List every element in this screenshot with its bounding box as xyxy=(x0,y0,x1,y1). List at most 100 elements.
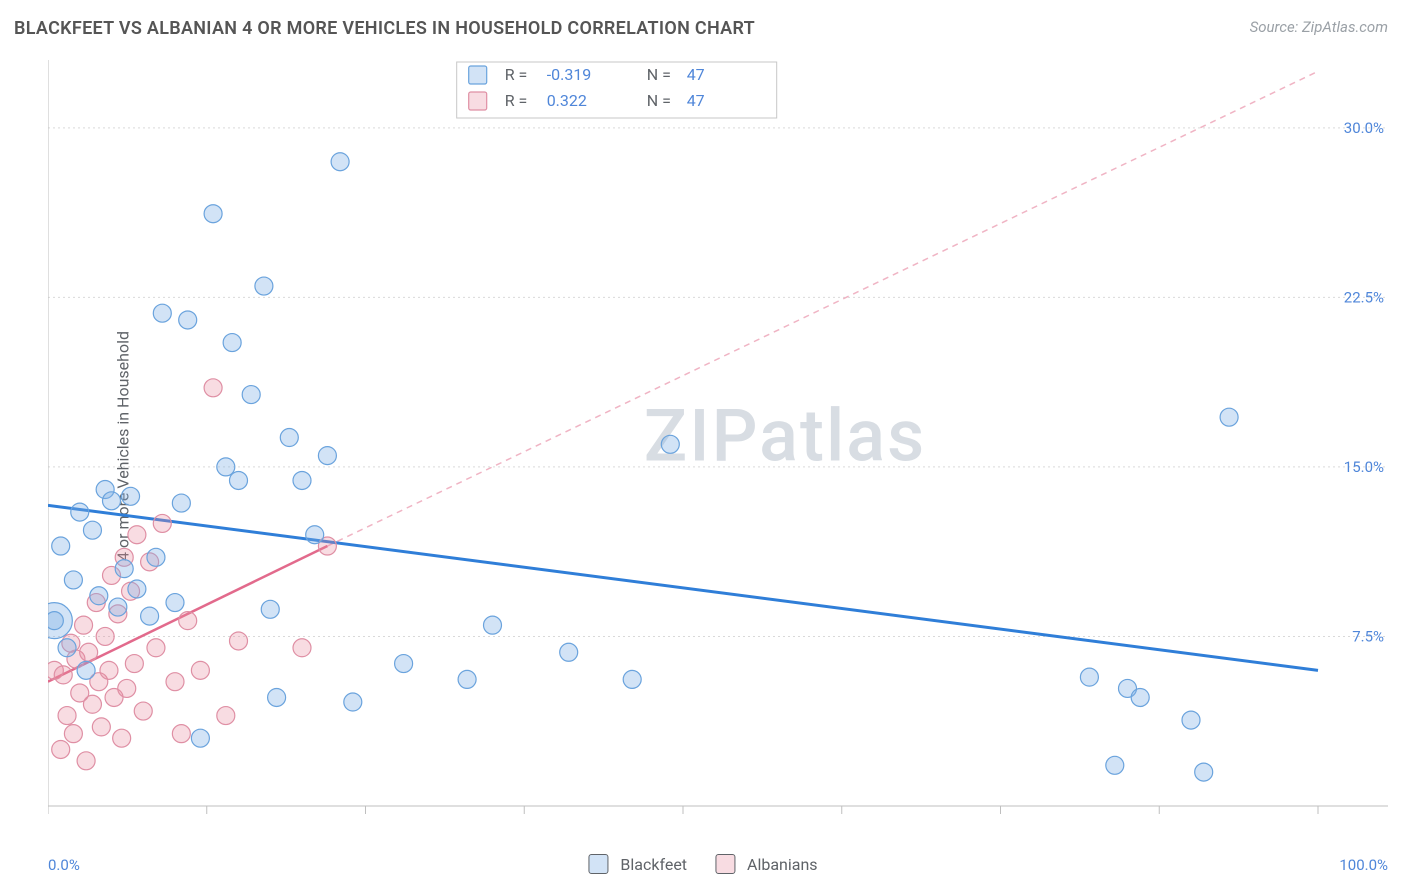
legend-swatch-blackfeet xyxy=(588,854,608,874)
data-point-albanians xyxy=(80,643,98,661)
data-point-albanians xyxy=(96,627,114,645)
data-point-blackfeet xyxy=(147,548,165,566)
data-point-albanians xyxy=(172,725,190,743)
stats-n-label: N = xyxy=(647,91,671,110)
data-point-albanians xyxy=(92,718,110,736)
data-point-blackfeet xyxy=(1195,763,1213,781)
x-axis-label-min: 0.0% xyxy=(48,856,80,874)
y-tick-label: 22.5% xyxy=(1344,288,1384,306)
data-point-blackfeet xyxy=(83,521,101,539)
data-point-blackfeet xyxy=(141,607,159,625)
data-point-albanians xyxy=(179,612,197,630)
data-point-blackfeet xyxy=(217,458,235,476)
data-point-blackfeet xyxy=(115,560,133,578)
source-attribution: Source: ZipAtlas.com xyxy=(1250,18,1388,36)
data-point-blackfeet xyxy=(64,571,82,589)
data-point-blackfeet xyxy=(458,670,476,688)
data-point-blackfeet xyxy=(661,435,679,453)
stats-r-value: 0.322 xyxy=(547,91,587,110)
data-point-blackfeet xyxy=(179,311,197,329)
data-point-blackfeet xyxy=(153,304,171,322)
chart-svg: 7.5% 15.0% 22.5% 30.0% ZIPatlas R = -0.319 N = 4… xyxy=(48,60,1388,830)
data-point-albanians xyxy=(113,729,131,747)
data-point-blackfeet xyxy=(230,471,248,489)
data-point-blackfeet xyxy=(52,537,70,555)
data-point-albanians xyxy=(83,695,101,713)
data-point-albanians xyxy=(125,655,143,673)
data-point-blackfeet xyxy=(48,612,63,630)
data-point-albanians xyxy=(217,707,235,725)
data-point-blackfeet xyxy=(484,616,502,634)
data-point-albanians xyxy=(54,666,72,684)
data-point-albanians xyxy=(75,616,93,634)
legend-item-blackfeet: Blackfeet xyxy=(588,854,687,874)
data-point-blackfeet xyxy=(172,494,190,512)
data-point-blackfeet xyxy=(90,587,108,605)
watermark: ZIPatlas xyxy=(644,393,926,478)
data-point-blackfeet xyxy=(255,277,273,295)
stats-swatch xyxy=(469,66,487,84)
data-point-albanians xyxy=(58,707,76,725)
legend-item-albanians: Albanians xyxy=(715,854,818,874)
data-point-blackfeet xyxy=(1080,668,1098,686)
data-point-blackfeet xyxy=(1106,756,1124,774)
data-point-blackfeet xyxy=(280,429,298,447)
data-point-albanians xyxy=(118,679,136,697)
stats-r-label: R = xyxy=(505,91,528,110)
data-point-albanians xyxy=(147,639,165,657)
data-point-blackfeet xyxy=(1131,688,1149,706)
legend-label-albanians: Albanians xyxy=(747,855,818,874)
data-point-blackfeet xyxy=(395,655,413,673)
data-point-albanians xyxy=(100,661,118,679)
stats-n-label: N = xyxy=(647,65,671,84)
data-point-blackfeet xyxy=(128,580,146,598)
data-point-blackfeet xyxy=(77,661,95,679)
data-point-blackfeet xyxy=(331,153,349,171)
data-point-blackfeet xyxy=(71,503,89,521)
x-axis-label-max: 100.0% xyxy=(1339,856,1388,874)
chart-plot-area: 7.5% 15.0% 22.5% 30.0% ZIPatlas R = -0.319 N = 4… xyxy=(48,60,1388,830)
data-point-blackfeet xyxy=(318,447,336,465)
y-tick-label: 30.0% xyxy=(1344,119,1384,137)
data-point-blackfeet xyxy=(293,471,311,489)
data-point-albanians xyxy=(64,725,82,743)
y-tick-label: 7.5% xyxy=(1352,627,1384,645)
data-point-albanians xyxy=(293,639,311,657)
data-point-albanians xyxy=(191,661,209,679)
data-point-blackfeet xyxy=(58,639,76,657)
legend-swatch-albanians xyxy=(715,854,735,874)
stats-r-value: -0.319 xyxy=(547,65,592,84)
data-point-blackfeet xyxy=(1220,408,1238,426)
stats-n-value: 47 xyxy=(687,65,705,84)
data-point-albanians xyxy=(52,740,70,758)
data-point-blackfeet xyxy=(204,205,222,223)
stats-n-value: 47 xyxy=(687,91,705,110)
data-point-blackfeet xyxy=(344,693,362,711)
chart-title: BLACKFEET VS ALBANIAN 4 OR MORE VEHICLES… xyxy=(14,18,755,39)
legend-bottom: Blackfeet Albanians xyxy=(588,854,817,874)
legend-label-blackfeet: Blackfeet xyxy=(620,855,687,874)
data-point-blackfeet xyxy=(122,487,140,505)
data-point-blackfeet xyxy=(103,492,121,510)
data-point-blackfeet xyxy=(242,386,260,404)
data-point-blackfeet xyxy=(191,729,209,747)
data-point-blackfeet xyxy=(623,670,641,688)
data-point-blackfeet xyxy=(1182,711,1200,729)
data-point-albanians xyxy=(153,514,171,532)
stats-swatch xyxy=(469,92,487,110)
data-point-albanians xyxy=(166,673,184,691)
data-point-albanians xyxy=(134,702,152,720)
data-point-blackfeet xyxy=(268,688,286,706)
stats-r-label: R = xyxy=(505,65,528,84)
data-point-blackfeet xyxy=(109,598,127,616)
data-point-albanians xyxy=(204,379,222,397)
data-point-blackfeet xyxy=(166,594,184,612)
data-point-albanians xyxy=(230,632,248,650)
y-tick-label: 15.0% xyxy=(1344,458,1384,476)
data-point-blackfeet xyxy=(261,600,279,618)
data-point-blackfeet xyxy=(306,526,324,544)
data-point-albanians xyxy=(128,526,146,544)
data-point-blackfeet xyxy=(560,643,578,661)
data-point-albanians xyxy=(77,752,95,770)
data-point-blackfeet xyxy=(223,334,241,352)
